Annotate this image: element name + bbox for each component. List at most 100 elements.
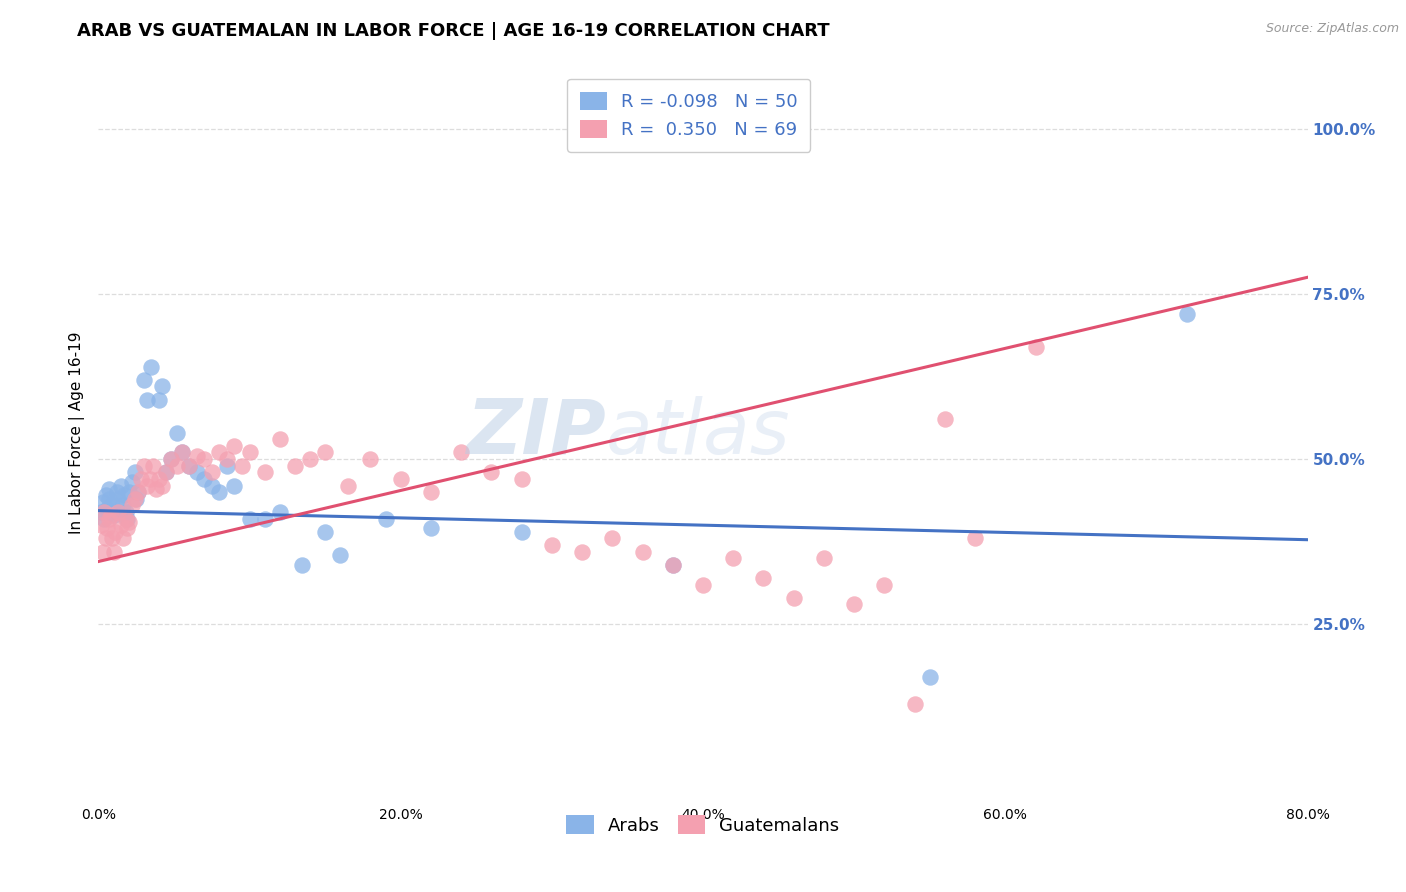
Point xyxy=(193,472,215,486)
Point xyxy=(103,508,125,523)
Point xyxy=(105,485,128,500)
Point xyxy=(98,511,121,525)
Point xyxy=(314,445,336,459)
Point xyxy=(127,485,149,500)
Point xyxy=(186,465,208,479)
Point xyxy=(224,478,246,492)
Point xyxy=(420,521,443,535)
Point xyxy=(91,544,114,558)
Point xyxy=(135,392,157,407)
Point xyxy=(231,458,253,473)
Point xyxy=(186,449,208,463)
Point xyxy=(107,491,129,506)
Point xyxy=(93,511,115,525)
Point xyxy=(121,475,143,490)
Point xyxy=(904,697,927,711)
Point xyxy=(111,499,134,513)
Point xyxy=(1175,307,1198,321)
Point xyxy=(100,508,122,523)
Point xyxy=(602,532,624,546)
Point xyxy=(329,548,352,562)
Point xyxy=(170,445,193,459)
Point xyxy=(114,511,136,525)
Point xyxy=(918,670,941,684)
Text: atlas: atlas xyxy=(606,396,790,469)
Point xyxy=(132,458,155,473)
Point xyxy=(90,518,112,533)
Point xyxy=(269,505,291,519)
Point xyxy=(104,524,127,539)
Y-axis label: In Labor Force | Age 16-19: In Labor Force | Age 16-19 xyxy=(69,331,84,534)
Point xyxy=(239,445,262,459)
Point xyxy=(110,518,132,533)
Point xyxy=(873,577,896,591)
Point xyxy=(148,392,170,407)
Point xyxy=(661,558,683,572)
Point xyxy=(269,432,291,446)
Point xyxy=(571,544,593,558)
Point xyxy=(170,445,193,459)
Point xyxy=(208,445,231,459)
Point xyxy=(160,452,183,467)
Point xyxy=(253,511,276,525)
Point xyxy=(844,598,866,612)
Point xyxy=(148,472,170,486)
Point xyxy=(360,452,382,467)
Point xyxy=(420,485,443,500)
Point xyxy=(284,458,307,473)
Point xyxy=(450,445,472,459)
Point xyxy=(94,488,117,502)
Point xyxy=(215,458,238,473)
Point xyxy=(179,458,201,473)
Legend: Arabs, Guatemalans: Arabs, Guatemalans xyxy=(555,805,851,846)
Point xyxy=(110,478,132,492)
Point xyxy=(166,425,188,440)
Point xyxy=(314,524,336,539)
Text: ZIP: ZIP xyxy=(467,396,606,469)
Point xyxy=(150,478,173,492)
Point xyxy=(115,521,138,535)
Point xyxy=(118,485,141,500)
Point xyxy=(100,505,122,519)
Point xyxy=(166,458,188,473)
Point xyxy=(201,465,224,479)
Point xyxy=(135,478,157,492)
Text: ARAB VS GUATEMALAN IN LABOR FORCE | AGE 16-19 CORRELATION CHART: ARAB VS GUATEMALAN IN LABOR FORCE | AGE … xyxy=(77,22,830,40)
Point xyxy=(224,439,246,453)
Point xyxy=(115,511,138,525)
Point xyxy=(125,491,148,506)
Point xyxy=(142,458,165,473)
Point xyxy=(96,521,118,535)
Point xyxy=(540,538,562,552)
Point xyxy=(121,499,143,513)
Point xyxy=(752,571,775,585)
Point xyxy=(291,558,314,572)
Point xyxy=(91,495,114,509)
Point xyxy=(127,485,149,500)
Point xyxy=(481,465,503,479)
Point xyxy=(103,544,125,558)
Point xyxy=(155,465,177,479)
Point xyxy=(93,505,115,519)
Point xyxy=(111,532,134,546)
Point xyxy=(965,532,987,546)
Point xyxy=(783,591,806,605)
Point xyxy=(155,465,177,479)
Point xyxy=(239,511,262,525)
Point xyxy=(160,452,183,467)
Point xyxy=(389,472,412,486)
Point xyxy=(661,558,683,572)
Point xyxy=(118,515,141,529)
Point xyxy=(692,577,714,591)
Point xyxy=(101,532,124,546)
Point xyxy=(129,472,152,486)
Point xyxy=(124,491,146,506)
Point xyxy=(201,478,224,492)
Point xyxy=(1024,340,1046,354)
Point xyxy=(299,452,322,467)
Point xyxy=(179,458,201,473)
Point xyxy=(510,472,533,486)
Point xyxy=(98,482,121,496)
Point xyxy=(813,551,835,566)
Point xyxy=(145,482,167,496)
